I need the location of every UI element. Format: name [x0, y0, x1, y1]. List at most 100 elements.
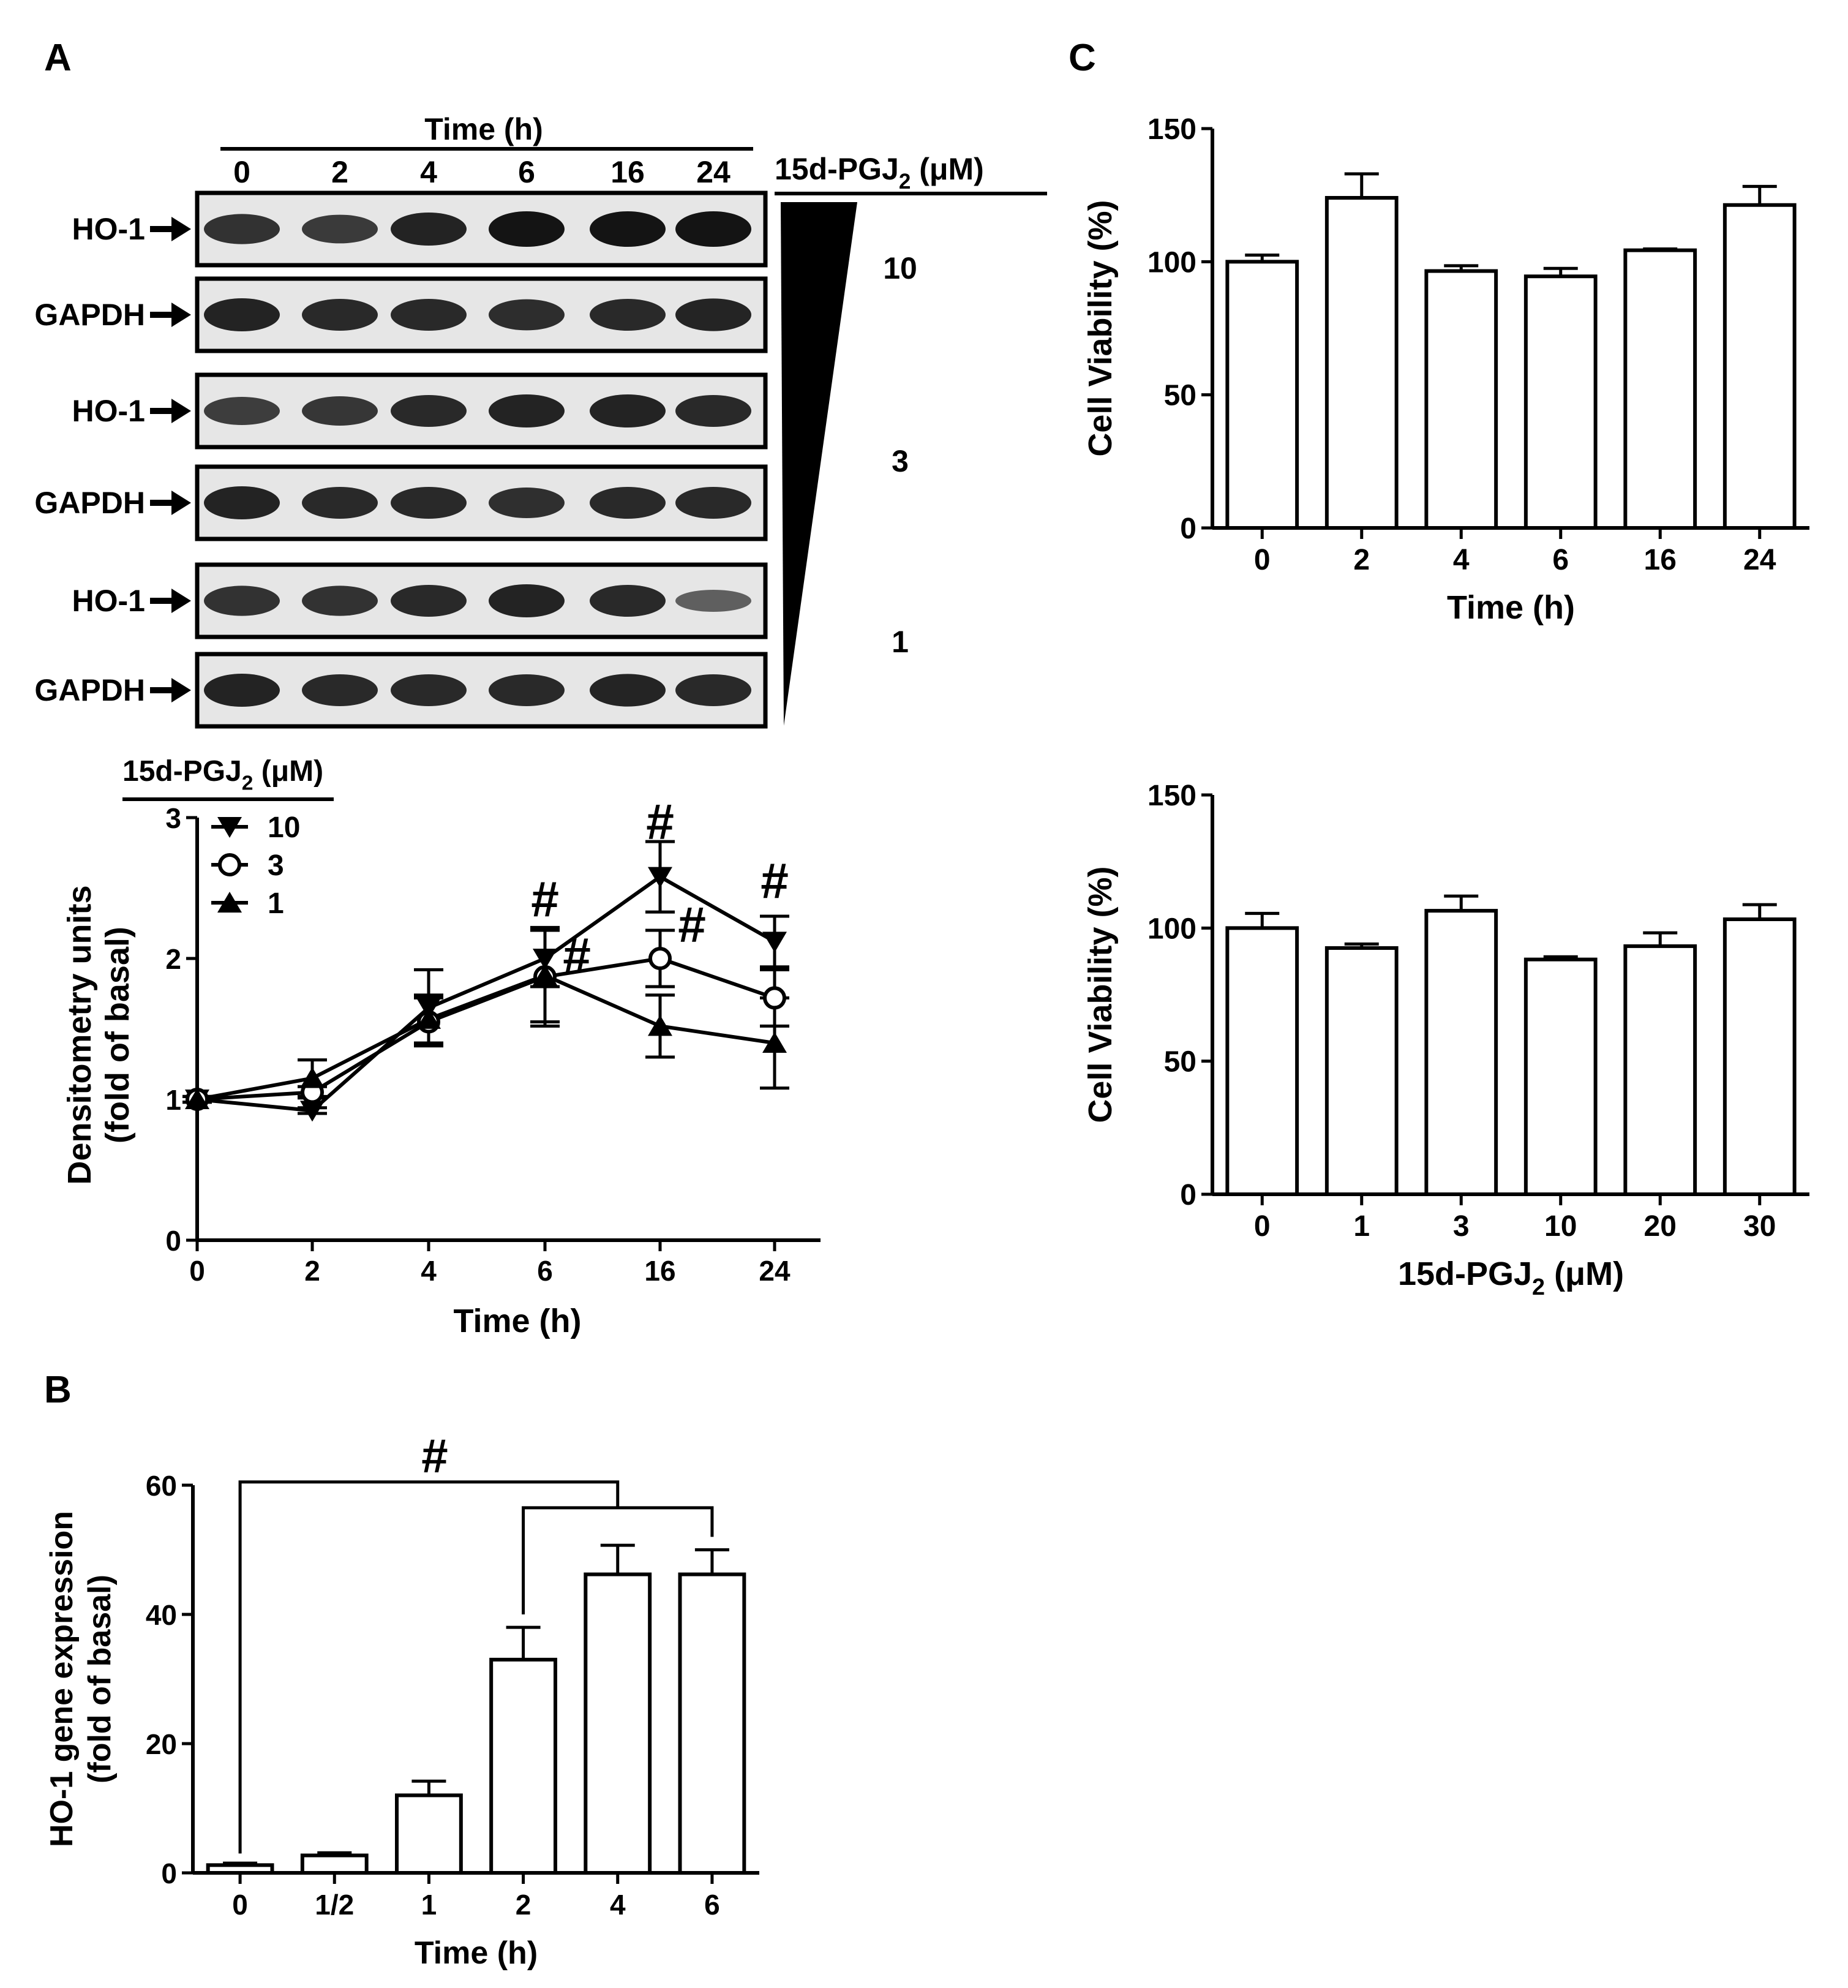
- blot-band: [675, 211, 751, 247]
- bar: [1225, 926, 1299, 1197]
- significance-bracket: [522, 1506, 714, 1614]
- x-tick-label: 24: [759, 1255, 791, 1287]
- y-axis-title: Cell Viability (%): [1082, 200, 1119, 456]
- panel-label-b: B: [44, 1369, 72, 1411]
- legend-label: 1: [268, 887, 284, 920]
- blot-strip: [195, 562, 768, 639]
- bar: [1623, 944, 1697, 1196]
- blot-band: [302, 487, 378, 519]
- bar: [489, 1657, 558, 1875]
- data-point: [762, 1032, 787, 1053]
- blot-lane-label: 24: [696, 155, 731, 189]
- blot-lane-label: 16: [610, 155, 645, 189]
- bar: [1324, 946, 1399, 1197]
- ho1-expression-bar-chart: 0 20 40 60 0 1/2 1 2 4 6 Time (h) HO-1 gene express…: [44, 1429, 759, 1971]
- bar: [1722, 917, 1797, 1197]
- x-tick-label: 4: [1453, 544, 1470, 576]
- bar: [1424, 909, 1498, 1196]
- x-tick-label: 6: [704, 1889, 720, 1921]
- data-point: [300, 1067, 325, 1088]
- blot-band: [302, 674, 378, 706]
- blot-band: [204, 585, 280, 616]
- y-tick-label: 1: [165, 1084, 181, 1116]
- legend-label: 10: [268, 811, 300, 844]
- data-point: [416, 1007, 441, 1029]
- blot-band: [590, 299, 666, 331]
- x-tick-label: 16: [1644, 544, 1677, 576]
- bar: [1722, 203, 1797, 530]
- x-tick-label: 4: [421, 1255, 437, 1287]
- y-tick-label: 0: [1180, 513, 1196, 545]
- blot-band: [302, 396, 378, 426]
- dose-label: 10: [883, 251, 917, 285]
- x-tick-label: 1: [1353, 1210, 1370, 1243]
- x-axis-title: Time (h): [453, 1303, 581, 1339]
- y-axis-title: (fold of basal): [99, 927, 136, 1143]
- western-blot: Time (h)0 2 4 6 16 24 15d-PGJ2 (μM)1031HO-1GAP…: [34, 112, 1047, 729]
- blot-strip: [195, 652, 768, 729]
- data-point: [217, 892, 242, 913]
- blot-band: [204, 397, 280, 425]
- bar: [1225, 260, 1299, 530]
- y-tick-label: 150: [1147, 113, 1196, 146]
- blot-header: Time (h): [424, 112, 543, 146]
- x-tick-label: 0: [1254, 1210, 1271, 1243]
- x-tick-label: 16: [644, 1255, 675, 1287]
- x-tick-label: 6: [1552, 544, 1569, 576]
- blot-band: [204, 214, 280, 244]
- blot-band: [675, 590, 751, 612]
- blot-band: [489, 488, 565, 518]
- blot-row-label: GAPDH: [34, 673, 145, 707]
- series-line: [197, 973, 775, 1101]
- blot-strip: [195, 464, 768, 541]
- blot-band: [590, 487, 666, 519]
- blot-band: [675, 395, 751, 427]
- arrow-head: [171, 589, 191, 613]
- blot-band: [489, 211, 565, 247]
- blot-band: [302, 585, 378, 616]
- significance-symbol: #: [563, 928, 591, 984]
- blot-strip: [195, 276, 768, 353]
- data-point: [763, 986, 786, 1010]
- blot-strip: [195, 190, 768, 268]
- x-axis-title: Time (h): [415, 1935, 538, 1971]
- y-tick-label: 50: [1164, 1046, 1196, 1079]
- y-tick-label: 0: [161, 1858, 177, 1889]
- blot-band: [302, 299, 378, 331]
- x-axis-title: 15d-PGJ2 (μM): [1398, 1256, 1624, 1300]
- bar: [1324, 196, 1399, 530]
- x-tick-label: 2: [304, 1255, 320, 1287]
- x-tick-label: 1: [421, 1889, 437, 1921]
- blot-lane-label: 0: [233, 155, 250, 189]
- blot-strip: [195, 372, 768, 450]
- dose-label: 3: [892, 444, 909, 478]
- arrow-head: [171, 678, 191, 702]
- arrow-head: [171, 217, 191, 241]
- bar: [1623, 248, 1697, 530]
- blot-band: [489, 674, 565, 706]
- blot-row-label: HO-1: [72, 394, 145, 428]
- panel-label-c: C: [1069, 37, 1096, 79]
- blot-band: [391, 395, 467, 427]
- blot-band: [391, 585, 467, 617]
- y-axis-title: HO-1 gene expression: [44, 1511, 80, 1847]
- blot-band: [590, 394, 666, 427]
- bar: [395, 1793, 463, 1875]
- significance-bracket: [238, 1480, 620, 1854]
- x-tick-label: 10: [1544, 1210, 1577, 1243]
- blot-row-label: GAPDH: [34, 486, 145, 520]
- bar: [300, 1853, 369, 1875]
- bar: [1523, 274, 1598, 530]
- y-tick-label: 20: [146, 1728, 177, 1760]
- blot-lane-label: 2: [331, 155, 348, 189]
- blot-band: [204, 674, 280, 707]
- significance-symbol: #: [646, 794, 674, 850]
- blot-lane-label: 6: [518, 155, 535, 189]
- x-tick-label: 1/2: [315, 1889, 354, 1921]
- x-tick-label: 20: [1644, 1210, 1677, 1243]
- y-tick-label: 2: [165, 943, 181, 975]
- data-point: [648, 947, 672, 970]
- x-tick-label: 3: [1453, 1210, 1470, 1243]
- blot-band: [590, 585, 666, 617]
